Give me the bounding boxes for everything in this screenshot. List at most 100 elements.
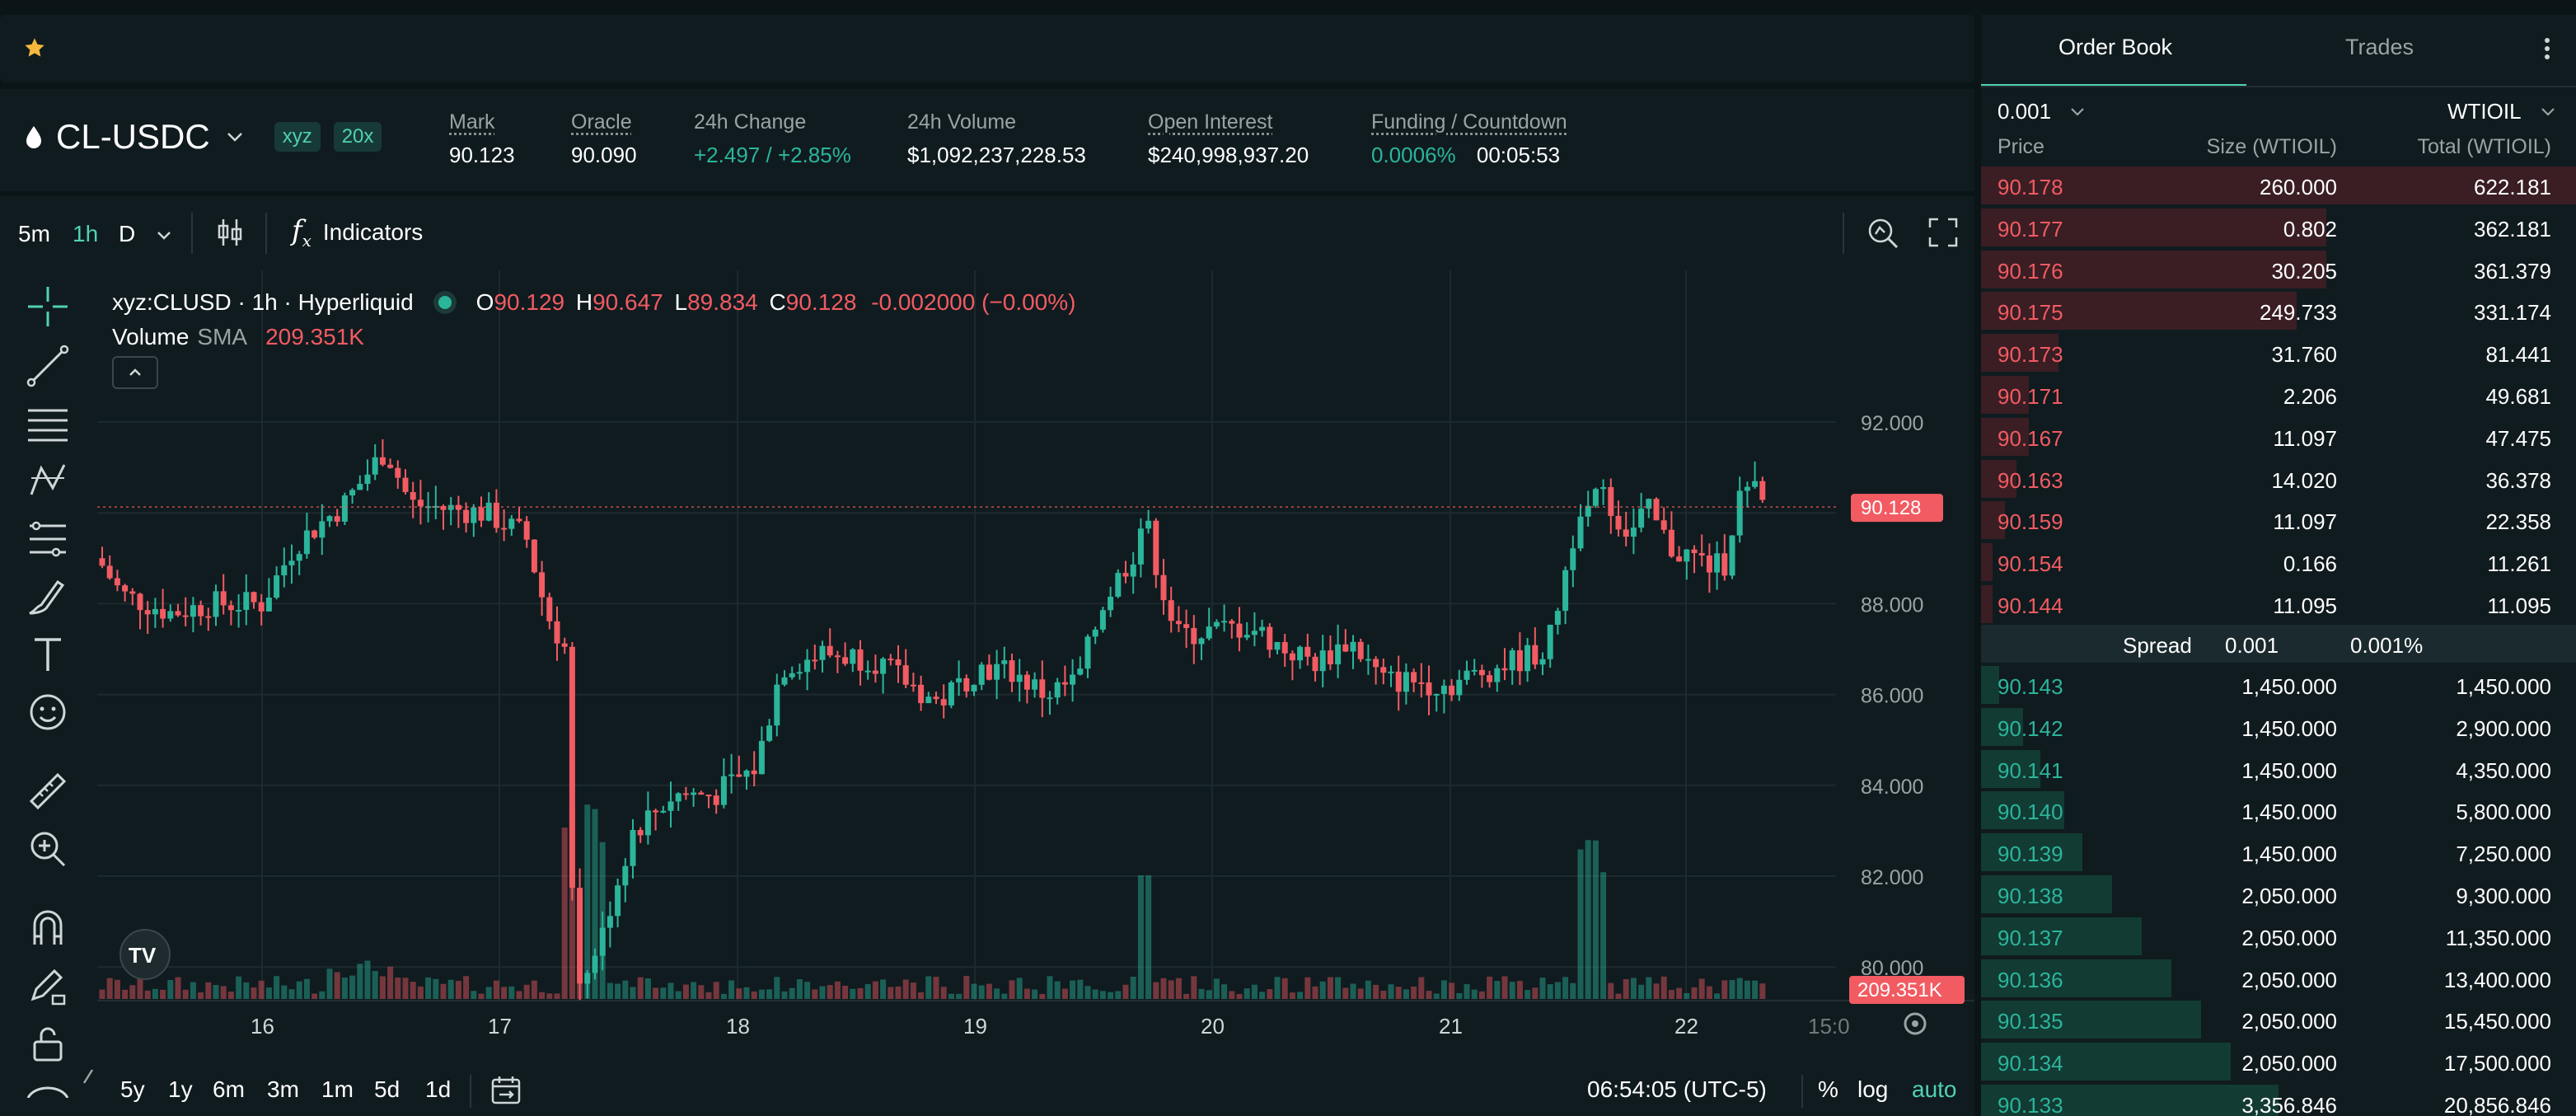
candle-body (303, 530, 310, 555)
chevron-down-icon[interactable] (223, 125, 246, 148)
ask-depth-bar (1981, 376, 2029, 414)
candle-body (925, 696, 932, 704)
volume-bar (1623, 978, 1629, 999)
x-tick-label: 15:0 (1808, 1014, 1850, 1039)
volume-bar (1426, 991, 1432, 999)
bid-row[interactable]: 90.137 2,050.000 11,350.000 (1981, 916, 2576, 957)
interval-5m[interactable]: 5m (18, 221, 50, 246)
bid-row[interactable]: 90.139 1,450.000 7,250.000 (1981, 832, 2576, 873)
tab-trades[interactable]: Trades (2345, 35, 2414, 59)
bid-row[interactable]: 90.142 1,450.000 2,900.000 (1981, 706, 2576, 748)
indicators-button[interactable]: fx Indicators (292, 214, 423, 251)
candle-body (1660, 520, 1667, 530)
fib-icon[interactable] (25, 516, 71, 562)
range-1y[interactable]: 1y (168, 1076, 193, 1102)
interval-dropdown-icon[interactable] (155, 226, 173, 244)
ask-row[interactable]: 90.144 11.095 11.095 (1981, 584, 2576, 625)
volume-bar (402, 978, 409, 999)
settings-gear-icon[interactable] (1904, 1012, 1927, 1035)
bid-row[interactable]: 90.136 2,050.000 13,400.000 (1981, 958, 2576, 999)
expand-tools-icon[interactable] (81, 1067, 96, 1086)
bid-row[interactable]: 90.133 3,356.846 20,856.846 (1981, 1083, 2576, 1116)
interval-1h[interactable]: 1h (73, 221, 99, 246)
candle-body (918, 684, 925, 704)
pair-selector[interactable]: CL-USDC xyz 20x (25, 117, 382, 157)
tick-size-select[interactable]: 0.001 (1998, 99, 2086, 124)
candle-body (653, 810, 659, 813)
eye-icon[interactable] (25, 1073, 71, 1098)
range-1d[interactable]: 1d (425, 1076, 452, 1102)
horizontal-lines-icon[interactable] (25, 401, 71, 447)
ask-row[interactable]: 90.171 2.206 49.681 (1981, 374, 2576, 415)
ask-depth-bar (1981, 417, 2029, 456)
volume-bar (1023, 988, 1030, 999)
unlock-icon[interactable] (25, 1020, 71, 1067)
pattern-icon[interactable] (25, 458, 71, 504)
date-range-icon[interactable] (489, 1073, 522, 1106)
price-chart[interactable]: 92.00090.00088.00086.00084.00082.00080.0… (97, 270, 1974, 1065)
volume-bar (1077, 979, 1084, 999)
bid-row[interactable]: 90.140 1,450.000 5,800.000 (1981, 790, 2576, 831)
candle-body (1539, 659, 1546, 665)
percent-scale-toggle[interactable]: % (1818, 1076, 1838, 1102)
ruler-icon[interactable] (25, 768, 71, 814)
tradingview-logo-icon[interactable] (119, 929, 171, 980)
star-icon[interactable] (23, 36, 46, 59)
range-5d[interactable]: 5d (374, 1076, 400, 1102)
ask-row[interactable]: 90.163 14.020 36.378 (1981, 458, 2576, 499)
tab-order-book[interactable]: Order Book (2058, 35, 2173, 59)
mark-value: 90.123 (449, 143, 515, 167)
fullscreen-icon[interactable] (1927, 216, 1960, 249)
text-icon[interactable] (25, 631, 71, 678)
candle-body (1244, 635, 1250, 638)
ask-row[interactable]: 90.159 11.097 22.358 (1981, 499, 2576, 541)
emoji-icon[interactable] (25, 689, 71, 735)
ask-row[interactable]: 90.178 260.000 622.181 (1981, 165, 2576, 206)
bid-row[interactable]: 90.141 1,450.000 4,350.000 (1981, 748, 2576, 790)
edit-lock-icon[interactable] (25, 963, 71, 1009)
unit-select[interactable]: WTIOIL (2447, 99, 2556, 124)
ask-row[interactable]: 90.167 11.097 47.475 (1981, 416, 2576, 457)
candle-body (402, 477, 409, 493)
ask-row[interactable]: 90.176 30.205 361.379 (1981, 249, 2576, 290)
ask-row[interactable]: 90.173 31.760 81.441 (1981, 332, 2576, 373)
funding-label: Funding / Countdown (1371, 110, 1567, 134)
range-1m[interactable]: 1m (321, 1076, 354, 1102)
ask-row[interactable]: 90.177 0.802 362.181 (1981, 207, 2576, 248)
candle-body (326, 516, 333, 522)
ask-size: 11.097 (2273, 509, 2337, 535)
bid-total: 5,800.000 (2456, 799, 2551, 825)
candle-body (1706, 555, 1712, 573)
brush-icon[interactable] (25, 574, 71, 620)
bottom-divider (470, 1075, 471, 1108)
collapse-legend-button[interactable] (112, 356, 158, 389)
volume-bar (834, 981, 841, 999)
bid-row[interactable]: 90.138 2,050.000 9,300.000 (1981, 874, 2576, 915)
more-options-icon[interactable] (2543, 36, 2551, 61)
y-tick-label: 82.000 (1861, 866, 1923, 889)
candle-body (372, 457, 378, 475)
candle-body (644, 810, 651, 836)
range-6m[interactable]: 6m (213, 1076, 245, 1102)
candle-body (1494, 668, 1501, 682)
magnet-icon[interactable] (25, 905, 71, 951)
ask-row[interactable]: 90.154 0.166 11.261 (1981, 542, 2576, 583)
ask-row[interactable]: 90.175 249.733 331.174 (1981, 290, 2576, 331)
ask-depth-bar (1981, 543, 1993, 582)
crosshair-icon[interactable] (25, 284, 71, 330)
market-header: CL-USDC xyz 20x Mark 90.123 Oracle 90.09… (0, 89, 1974, 191)
trend-line-icon[interactable] (25, 343, 71, 389)
volume-bar (1236, 993, 1243, 999)
interval-d[interactable]: D (119, 221, 136, 246)
auto-scale-toggle[interactable]: auto (1912, 1076, 1957, 1102)
bid-row[interactable]: 90.135 2,050.000 15,450.000 (1981, 999, 2576, 1040)
range-3m[interactable]: 3m (267, 1076, 299, 1102)
log-scale-toggle[interactable]: log (1857, 1076, 1889, 1102)
range-5y[interactable]: 5y (120, 1076, 145, 1102)
bid-row[interactable]: 90.143 1,450.000 1,450.000 (1981, 664, 2576, 706)
candle-body (1274, 641, 1281, 650)
candle-type-icon[interactable] (216, 216, 244, 249)
zoom-in-icon[interactable] (25, 826, 71, 872)
bid-row[interactable]: 90.134 2,050.000 17,500.000 (1981, 1041, 2576, 1082)
zoom-reset-icon[interactable] (1866, 216, 1900, 251)
